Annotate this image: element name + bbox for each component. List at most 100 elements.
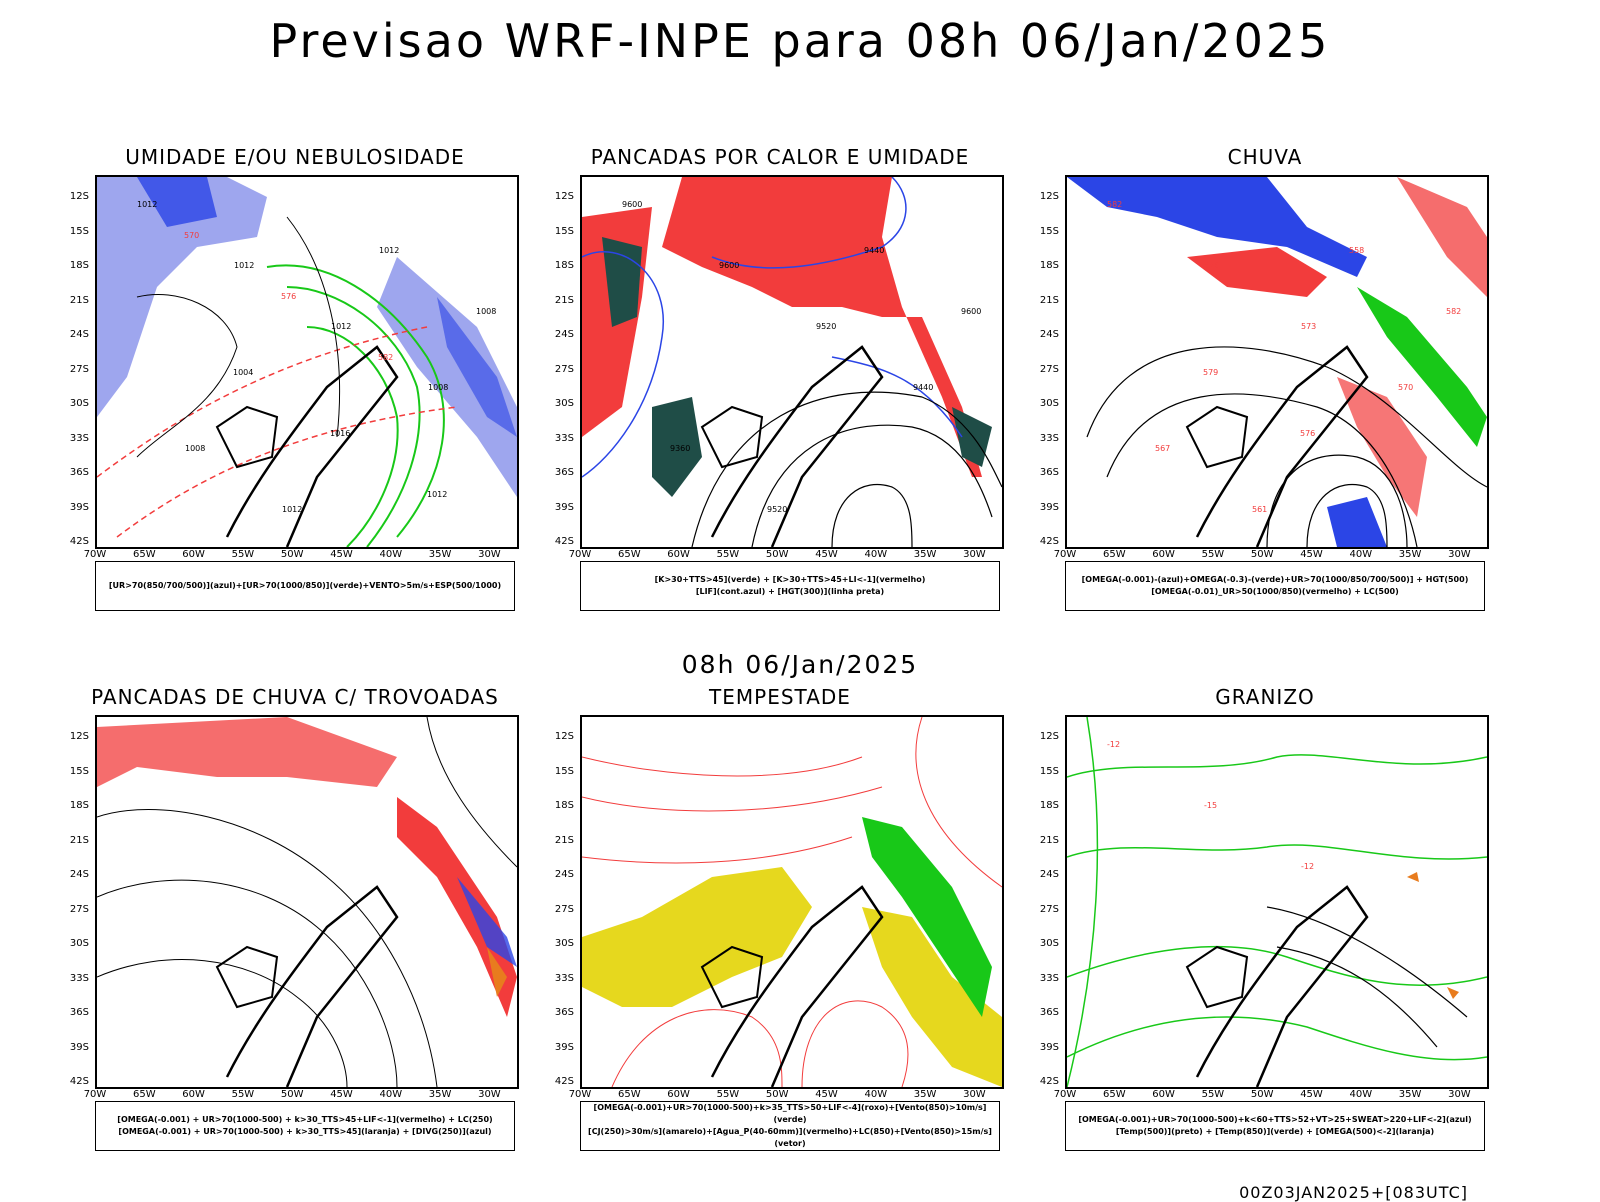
contour-label: 1016 [330, 429, 350, 438]
lat-tick-label: 18S [1039, 260, 1059, 271]
lat-tick-label: 15S [69, 225, 89, 237]
contour-label: 9520 [816, 322, 836, 331]
lat-tick-label: 21S [554, 834, 574, 846]
panel-title: TEMPESTADE [709, 685, 851, 709]
lat-tick-label: 42S [554, 536, 574, 547]
lon-tick-label: 35W [428, 549, 452, 560]
lat-tick-label: 36S [69, 467, 89, 478]
lon-tick-label: 65W [617, 1089, 641, 1100]
lon-tick-label: 50W [280, 1089, 304, 1100]
lat-tick-label: 18S [1039, 800, 1059, 811]
lon-tick-label: 50W [1250, 1089, 1274, 1100]
lat-tick-label: 12S [69, 731, 89, 742]
panel-legend: [OMEGA(-0.001)+UR>70(1000-500)+k<60+TTS>… [1065, 1101, 1485, 1151]
lat-tick-label: 24S [69, 329, 89, 340]
lon-tick-label: 65W [132, 549, 156, 560]
contour-label: 1008 [476, 307, 496, 316]
lat-tick-label: 24S [1039, 869, 1059, 880]
lat-tick-label: 42S [1039, 536, 1059, 547]
lat-tick-label: 30S [554, 938, 574, 949]
lat-tick-label: 42S [69, 1076, 89, 1087]
lon-tick-label: 45W [1300, 1089, 1323, 1100]
lat-tick-label: 24S [554, 329, 574, 340]
lon-tick-label: 55W [716, 549, 740, 560]
lat-tick-label: 27S [69, 903, 89, 915]
panel-legend: [UR>70(850/700/500)](azul)+[UR>70(1000/8… [95, 561, 515, 611]
lat-tick-label: 12S [554, 731, 574, 742]
panel-title: UMIDADE E/OU NEBULOSIDADE [125, 145, 465, 169]
lat-tick-label: 42S [69, 536, 89, 547]
lon-tick-label: 40W [379, 549, 403, 560]
map-heat-showers: 9600 9600 9520 9440 9360 9520 9440 9600 [580, 175, 1004, 549]
lat-tick-label: 39S [69, 1041, 89, 1053]
lon-tick-label: 65W [1102, 1089, 1126, 1100]
lat-tick-label: 12S [1039, 191, 1059, 202]
lat-tick-label: 15S [1039, 225, 1059, 237]
contour-label: -12 [1107, 740, 1120, 749]
lon-tick-label: 40W [864, 1089, 888, 1100]
lon-tick-label: 60W [1152, 1089, 1175, 1100]
lon-tick-label: 35W [1398, 1089, 1422, 1100]
lon-tick-label: 30W [963, 1089, 986, 1100]
contour-label: 1008 [185, 444, 205, 453]
lon-tick-label: 70W [83, 549, 107, 560]
lon-tick-label: 65W [1102, 549, 1126, 560]
map-storm [580, 715, 1004, 1089]
run-stamp: 00Z03JAN2025+[083UTC] [1239, 1183, 1468, 1202]
lon-tick-label: 70W [1053, 549, 1077, 560]
lon-tick-label: 30W [963, 549, 986, 560]
panel-title: GRANIZO [1215, 685, 1315, 709]
contour-label: 561 [1252, 505, 1267, 514]
contour-label: 9600 [719, 261, 739, 270]
panel-legend: [OMEGA(-0.001)+UR>70(1000-500)+k>35_TTS>… [580, 1101, 1000, 1151]
lat-tick-label: 27S [554, 363, 574, 375]
map-thunder-showers [95, 715, 519, 1089]
lon-tick-label: 30W [478, 1089, 501, 1100]
contour-label: 1004 [233, 368, 253, 377]
lon-tick-label: 40W [379, 1089, 403, 1100]
lon-tick-label: 45W [815, 1089, 838, 1100]
lat-tick-label: 15S [554, 765, 574, 777]
contour-label: 570 [184, 231, 199, 240]
lon-tick-label: 70W [83, 1089, 107, 1100]
lon-tick-label: 55W [1201, 1089, 1225, 1100]
contour-label: 582 [378, 353, 393, 362]
lat-tick-label: 12S [1039, 731, 1059, 742]
lat-tick-label: 39S [1039, 1041, 1059, 1053]
lat-tick-label: 36S [554, 467, 574, 478]
contour-label: 9600 [961, 307, 981, 316]
lat-tick-label: 24S [554, 869, 574, 880]
lat-tick-label: 33S [554, 432, 574, 444]
lon-tick-label: 35W [913, 1089, 937, 1100]
lat-tick-label: 15S [1039, 765, 1059, 777]
lon-tick-label: 45W [1300, 549, 1323, 560]
panel-hail: GRANIZO -12 -15 -12 [OMEGA(-0.001)+UR>70(1… [1025, 685, 1505, 1155]
lat-tick-label: 18S [69, 260, 89, 271]
lat-tick-label: 39S [69, 501, 89, 513]
lon-tick-label: 65W [132, 1089, 156, 1100]
lat-tick-label: 30S [69, 398, 89, 409]
lat-tick-label: 15S [554, 225, 574, 237]
lat-tick-label: 27S [554, 903, 574, 915]
lat-tick-label: 24S [69, 869, 89, 880]
lon-tick-label: 55W [231, 1089, 255, 1100]
lon-tick-label: 50W [280, 549, 304, 560]
panel-legend: [OMEGA(-0.001)-(azul)+OMEGA(-0.3)-(verde… [1065, 561, 1485, 611]
lon-tick-label: 60W [182, 549, 205, 560]
contour-label: 9360 [670, 444, 690, 453]
lon-tick-label: 60W [1152, 549, 1175, 560]
panel-title: PANCADAS DE CHUVA C/ TROVOADAS [91, 685, 499, 709]
panel-legend: [OMEGA(-0.001) + UR>70(1000-500) + k>30_… [95, 1101, 515, 1151]
contour-label: 576 [1204, 261, 1219, 270]
lat-tick-label: 42S [554, 1076, 574, 1087]
contour-label: 558 [1349, 246, 1364, 255]
panel-humidity: UMIDADE E/OU NEBULOSIDADE 1012 1012 1012 10… [55, 145, 535, 615]
lat-tick-label: 30S [1039, 938, 1059, 949]
panel-thunder-showers: PANCADAS DE CHUVA C/ TROVOADAS [OMEGA(-0… [55, 685, 535, 1155]
lat-tick-label: 42S [1039, 1076, 1059, 1087]
contour-label: 9600 [622, 200, 642, 209]
lat-tick-label: 18S [554, 260, 574, 271]
contour-label: 1008 [428, 383, 448, 392]
contour-label: 576 [281, 292, 296, 301]
contour-label: 9440 [913, 383, 933, 392]
